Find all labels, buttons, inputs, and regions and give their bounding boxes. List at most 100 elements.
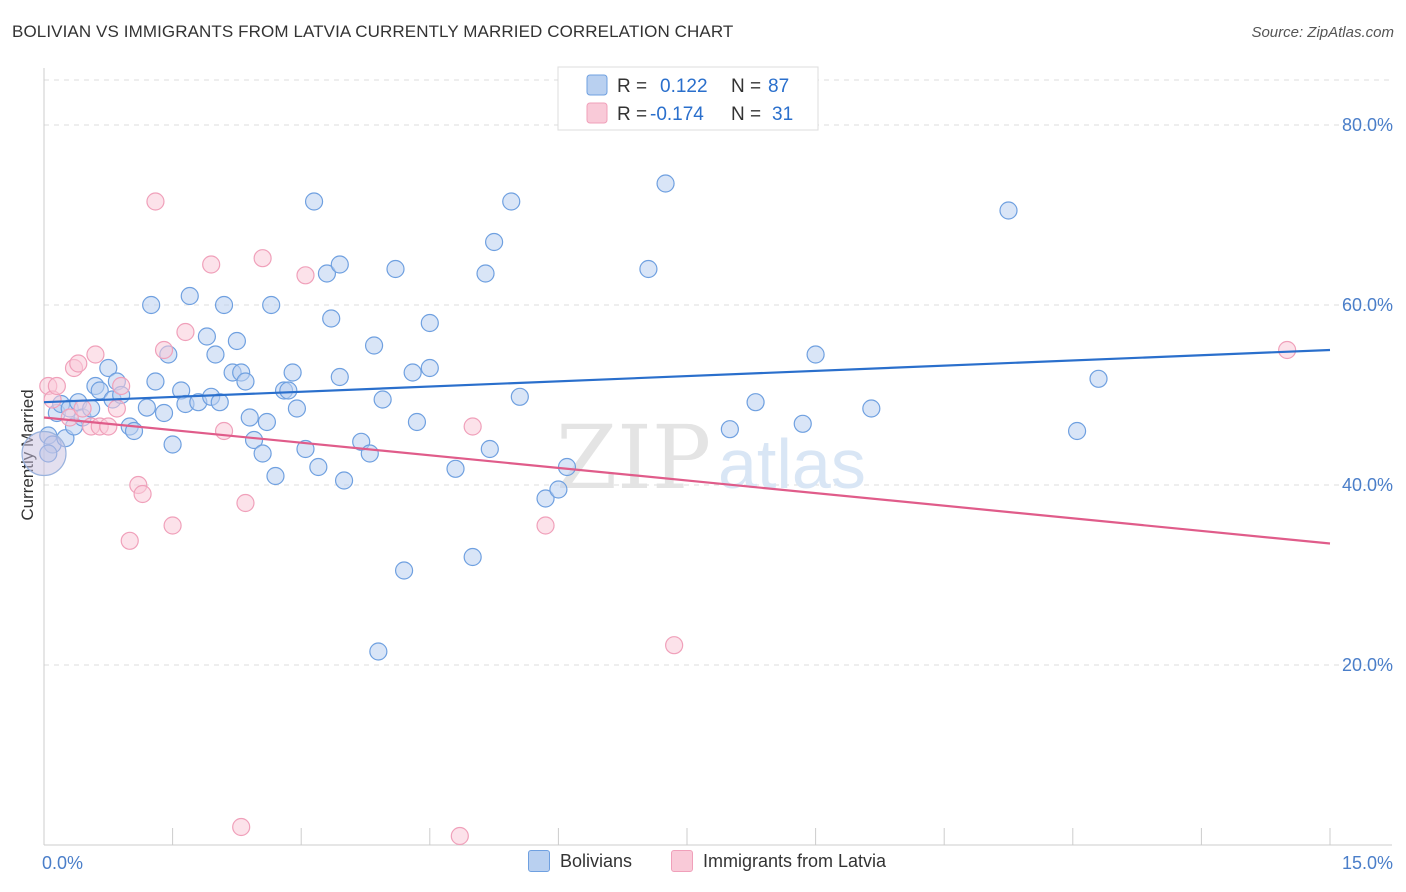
series-0-point-76	[720, 420, 739, 439]
series-0-point-12	[99, 358, 118, 378]
trend-line-1	[43, 416, 1331, 545]
series-0-point-81	[999, 201, 1018, 220]
x-tick-label-min: 0.0%	[42, 853, 83, 873]
series-0-point-70	[510, 387, 529, 406]
legend-n-value-1: 87	[768, 76, 789, 97]
series-1-point-11	[107, 399, 126, 418]
series-1-point-24	[253, 249, 272, 268]
series-0-point-58	[386, 259, 405, 279]
series-0-point-72	[549, 480, 568, 499]
chart-title: BOLIVIAN VS IMMIGRANTS FROM LATVIA CURRE…	[12, 22, 734, 41]
y-tick-label-60: 60.0%	[1342, 295, 1393, 315]
legend-r-value-2: -0.174	[650, 104, 704, 125]
series-0-point-45	[287, 399, 307, 418]
series-1-point-23	[236, 493, 255, 513]
series-0-point-52	[330, 255, 349, 274]
series-1-point-12	[112, 376, 131, 396]
series-0-point-31	[214, 295, 234, 315]
series-0-point-60	[403, 363, 422, 382]
series-0-point-61	[407, 412, 427, 432]
series-0-point-40	[262, 295, 281, 315]
series-0-point-19	[146, 372, 165, 391]
series-0-point-69	[502, 192, 521, 211]
series-1-point-13	[120, 531, 139, 550]
series-0-point-47	[304, 192, 324, 211]
series-0-point-18	[142, 295, 161, 315]
series-1-point-3	[60, 408, 79, 427]
legend-n-label-1: N =	[731, 76, 761, 97]
series-0-point-27	[197, 327, 216, 346]
series-0-point-64	[446, 459, 465, 478]
chart-source: Source: ZipAtlas.com	[1251, 24, 1394, 41]
series-1-point-16	[146, 192, 165, 211]
series-0-point-73	[557, 457, 577, 477]
series-0-point-85	[137, 398, 156, 417]
data-points	[21, 174, 1297, 846]
series-0-point-20	[154, 403, 174, 423]
series-1-point-19	[176, 322, 195, 342]
series-0-point-55	[360, 444, 379, 463]
legend-swatch-latvia	[586, 102, 608, 124]
series-1-point-25	[296, 266, 315, 285]
bottom-legend-label-bolivians: Bolivians	[560, 850, 633, 871]
series-0-point-50	[322, 309, 341, 328]
series-0-point-41	[266, 466, 285, 486]
series-1-point-10	[99, 417, 118, 436]
series-1-point-28	[536, 516, 555, 535]
series-1-point-8	[86, 345, 105, 364]
series-0-point-57	[373, 390, 392, 409]
series-1-point-30	[1278, 340, 1297, 360]
series-0-point-53	[334, 471, 354, 490]
series-1-point-6	[73, 399, 92, 418]
series-0-point-63	[420, 358, 439, 378]
legend-n-label-2: N =	[731, 104, 761, 125]
y-tick-label-20: 20.0%	[1342, 655, 1393, 675]
x-tick-label-max: 15.0%	[1342, 853, 1393, 873]
series-0-point-43	[279, 381, 298, 400]
bottom-legend-item-bolivians: Bolivians	[528, 850, 632, 872]
series-1-point-21	[214, 421, 234, 441]
series-1-point-20	[202, 255, 221, 274]
legend-n-value-2: 31	[772, 104, 793, 125]
series-1-point-27	[463, 417, 482, 436]
y-tick-labels: 20.0% 40.0% 60.0% 80.0%	[1342, 115, 1393, 675]
bottom-legend: Bolivians Immigrants from Latvia	[0, 850, 1406, 880]
series-0-point-48	[309, 457, 328, 477]
series-0-point-62	[420, 313, 439, 333]
series-0-point-35	[236, 372, 255, 391]
series-0-point-79	[806, 345, 825, 364]
series-1-point-29	[665, 636, 684, 655]
legend-r-label-2: R =	[617, 104, 647, 125]
trend-lines	[43, 348, 1331, 545]
series-0-point-25	[180, 286, 199, 306]
series-0-point-66	[476, 264, 495, 283]
series-0-point-29	[206, 345, 225, 364]
trend-line-0	[43, 348, 1331, 404]
series-0-point-39	[257, 412, 277, 432]
bottom-legend-label-latvia: Immigrants from Latvia	[703, 850, 887, 871]
series-0-point-67	[480, 439, 499, 459]
y-tick-label-40: 40.0%	[1342, 475, 1393, 495]
cluster-point-origin	[21, 430, 67, 477]
series-1-point-18	[163, 516, 182, 535]
series-0-point-30	[210, 393, 229, 412]
watermark-zip: ZIP	[556, 406, 711, 509]
series-0-point-46	[296, 439, 315, 459]
series-0-point-86	[369, 642, 388, 661]
series-0-point-59	[394, 561, 414, 580]
series-0-point-36	[240, 408, 259, 427]
series-0-point-22	[163, 435, 182, 454]
legend: R = 0.122 N = 87 R = -0.174 N = 31	[557, 66, 819, 131]
series-0-point-38	[253, 444, 272, 463]
bottom-legend-swatch-bolivians	[528, 850, 550, 872]
bottom-legend-swatch-latvia	[671, 850, 693, 872]
series-0-point-75	[656, 174, 675, 193]
series-0-point-33	[227, 331, 246, 351]
series-0-point-82	[1067, 421, 1087, 441]
series-1-point-22	[232, 817, 251, 837]
x-tick-labels: 0.0% 15.0%	[42, 853, 1393, 873]
series-0-point-44	[283, 363, 302, 382]
legend-swatch-bolivians	[586, 74, 608, 96]
series-0-point-56	[364, 336, 384, 355]
series-0-point-68	[485, 232, 504, 252]
